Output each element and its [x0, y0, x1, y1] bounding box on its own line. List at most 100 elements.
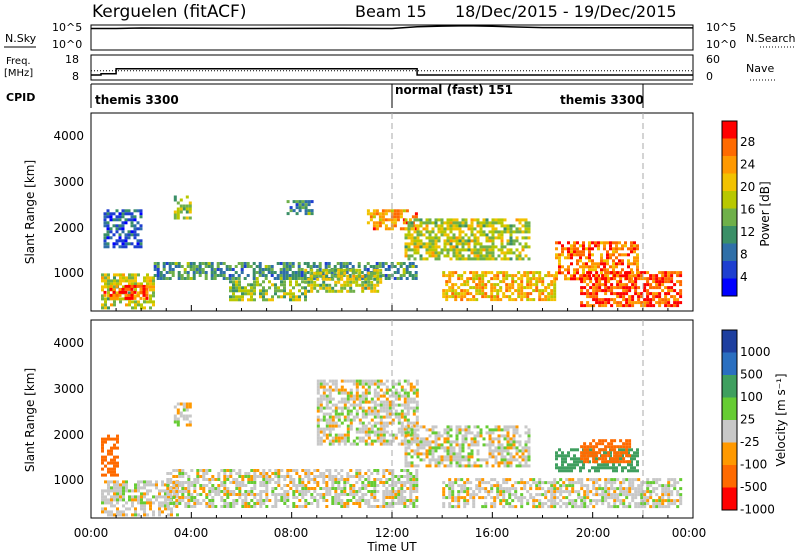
- vel-cells-cell: [544, 481, 548, 485]
- vel-cells-cell: [101, 461, 104, 465]
- power-cells-cell: [416, 227, 420, 231]
- vel-cells-cell: [125, 501, 128, 505]
- vel-cells-cell: [394, 415, 398, 419]
- power-cells-cell: [267, 265, 271, 268]
- vel-cells-cell: [259, 505, 263, 508]
- power-cells-cell: [658, 301, 662, 305]
- power-cells-cell: [364, 277, 368, 281]
- power-cells-cell: [294, 277, 298, 280]
- vel-cells-cell: [567, 454, 570, 458]
- power-cells-cell: [232, 295, 235, 299]
- power-cells-cell: [139, 296, 143, 300]
- vel-cells-cell: [298, 481, 302, 484]
- vel-cells-cell: [508, 487, 512, 491]
- power-cells-cell: [496, 289, 500, 293]
- vel-cells-cell: [146, 489, 149, 493]
- power-cells-cell: [259, 289, 262, 293]
- vel-cells-cell: [373, 496, 377, 499]
- power-cells-cell: [425, 245, 429, 249]
- power-cells-cell: [419, 242, 423, 246]
- vel-cells-cell: [134, 483, 137, 487]
- vel-cells-cell: [609, 454, 612, 458]
- power-cells-cell: [529, 271, 533, 275]
- vel-cells-cell: [385, 502, 389, 505]
- power-cells-cell: [149, 294, 152, 298]
- power-cells-cell: [487, 280, 491, 284]
- vel-cells-cell: [364, 433, 368, 437]
- vel-cells-cell: [601, 442, 605, 446]
- vel-cells-cell: [400, 442, 404, 446]
- vel-cells-cell: [364, 439, 368, 443]
- power-cells-cell: [496, 277, 500, 281]
- power-cells-cell: [524, 245, 528, 249]
- power-cells-cell: [171, 274, 175, 277]
- vel-cells-cell: [571, 505, 575, 509]
- power-cells-cell: [104, 297, 107, 301]
- vel-cells-cell: [202, 487, 206, 490]
- vel-cells-cell: [313, 499, 317, 502]
- power-cells-cell: [431, 248, 435, 252]
- power-cells-cell: [309, 265, 313, 268]
- power-cells-cell: [499, 286, 503, 290]
- vel-cells-cell: [322, 406, 326, 410]
- vel-cells-cell: [376, 433, 380, 437]
- power-colorbar-tick: 8: [740, 248, 748, 262]
- vel-cells-cell: [364, 499, 368, 502]
- power-cells-cell: [493, 298, 497, 302]
- vel-cells-cell: [446, 464, 450, 468]
- power-cells-cell: [168, 262, 172, 265]
- power-cells-cell: [128, 282, 131, 286]
- vel-cells-cell: [673, 502, 677, 506]
- power-cells-cell: [264, 274, 268, 277]
- vel-cells-cell: [458, 425, 462, 429]
- power-cells-cell: [390, 209, 394, 213]
- power-cells-cell: [646, 298, 650, 302]
- power-cells-cell: [340, 271, 344, 275]
- power-ytick-4000: 4000: [53, 129, 84, 143]
- vel-cells-cell: [172, 475, 176, 478]
- vel-cells-cell: [640, 493, 644, 497]
- power-cells-cell: [431, 242, 435, 246]
- vel-cells-cell: [187, 481, 191, 484]
- vel-cells-cell: [461, 455, 465, 459]
- power-cells-cell: [463, 271, 467, 275]
- power-cells-cell: [499, 271, 503, 275]
- power-cells-cell: [402, 274, 406, 277]
- frequency-lines: [91, 68, 693, 76]
- power-cells-cell: [416, 230, 420, 234]
- power-cells-cell: [307, 209, 311, 213]
- power-cells-cell: [582, 247, 585, 251]
- vel-cells-cell: [446, 458, 450, 462]
- power-cells-cell: [289, 280, 292, 284]
- vel-cells-cell: [373, 505, 377, 508]
- power-cells-cell: [104, 276, 107, 280]
- vel-cells-cell: [394, 391, 398, 395]
- vel-cells-cell: [463, 505, 467, 509]
- power-cells-cell: [142, 293, 146, 297]
- vel-cells-cell: [110, 498, 113, 502]
- vel-cells-cell: [625, 445, 629, 449]
- power-cells-cell: [419, 245, 423, 249]
- power-cells-cell: [618, 253, 621, 257]
- power-cells-cell: [360, 271, 364, 274]
- vel-cells-cell: [434, 443, 438, 447]
- power-cells-cell: [152, 288, 155, 292]
- power-cells-cell: [463, 280, 467, 284]
- vel-cells-cell: [385, 421, 389, 425]
- vel-cells-cell: [325, 397, 329, 401]
- vel-cells-cell: [104, 495, 107, 499]
- vel-cells-cell: [637, 484, 641, 488]
- vel-cells-cell: [361, 397, 365, 401]
- power-cells-cell: [261, 274, 265, 277]
- vel-cells-cell: [625, 490, 629, 494]
- vel-cells-cell: [388, 394, 392, 398]
- vel-cells-cell: [586, 454, 590, 458]
- power-cells-cell: [469, 292, 473, 296]
- vel-cells-cell: [223, 487, 227, 490]
- vel-cells-cell: [382, 502, 386, 505]
- power-cells-cell: [276, 274, 280, 277]
- vel-cells-cell: [646, 478, 650, 482]
- vel-cells-cell: [448, 484, 452, 488]
- vel-cells-cell: [364, 397, 368, 401]
- vel-cells-cell: [337, 400, 341, 404]
